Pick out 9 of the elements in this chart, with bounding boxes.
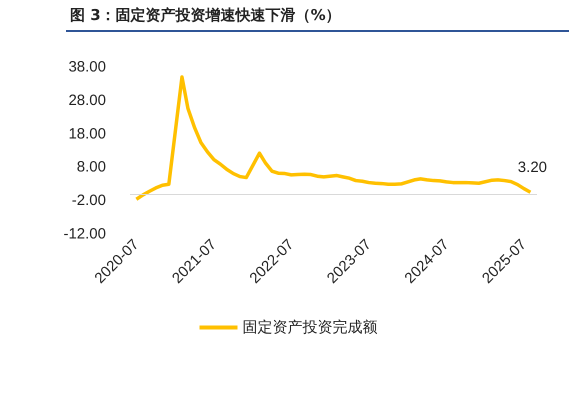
y-tick-label: -12.00 — [63, 226, 106, 242]
y-tick-label: 8.00 — [76, 158, 106, 176]
y-tick-label: -2.00 — [72, 192, 106, 210]
y-tick-label: 18.00 — [68, 125, 106, 142]
chart-title: 图 3：固定资产投资增速快速下滑（%） — [70, 6, 341, 25]
y-tick-label: 28.00 — [68, 92, 106, 109]
legend-label: 固定资产投资完成额 — [242, 319, 378, 336]
annotation: 3.20 — [518, 159, 548, 176]
y-tick-label: 38.00 — [68, 58, 106, 76]
